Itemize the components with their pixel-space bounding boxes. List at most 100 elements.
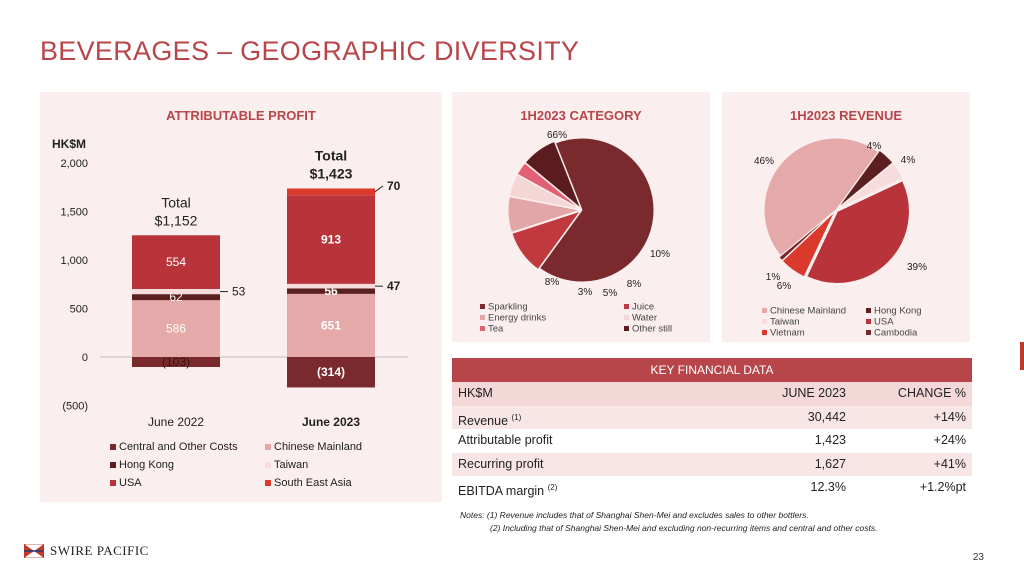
bar-segment-chinese-mainland: [287, 293, 375, 357]
pie-value-label: 66%: [547, 130, 567, 141]
bar-segment-chinese-mainland: [132, 300, 220, 357]
bar-segment-hong-kong: [132, 294, 220, 301]
bar-data-label: 47: [387, 279, 401, 293]
legend-label: Other still: [632, 324, 672, 335]
kfd-row-value: 30,442: [807, 409, 846, 424]
legend-swatch: [480, 304, 485, 309]
legend-label: Tea: [488, 324, 504, 335]
bar-segment-taiwan: [132, 289, 220, 295]
bar-segment-central-and-other-costs: [287, 357, 375, 388]
kfd-row-change: +14%: [933, 409, 966, 424]
kfd-row-recurring-profit: Recurring profit 1,627 +41%: [452, 452, 972, 476]
legend-label: Hong Kong: [119, 459, 174, 471]
legend-label: Central and Other Costs: [119, 441, 238, 453]
pie-slice-taiwan: [837, 162, 904, 210]
bar-data-label: (103): [162, 355, 190, 369]
legend-label: Chinese Mainland: [770, 306, 846, 317]
kfd-row-value: 1,423: [814, 433, 846, 447]
legend-swatch: [866, 308, 871, 313]
bar-data-label: 913: [321, 233, 341, 247]
legend-label: Cambodia: [874, 328, 918, 339]
legend-label: Energy drinks: [488, 313, 546, 324]
pie-value-label: 39%: [907, 262, 927, 273]
bar-data-label: (314): [317, 365, 345, 379]
page-title: BEVERAGES – GEOGRAPHIC DIVERSITY: [40, 36, 580, 66]
y-tick-label: 1,500: [60, 207, 88, 219]
bar-data-label: 53: [232, 285, 246, 299]
bar-segment-taiwan: [287, 283, 375, 289]
pie-value-label: 3%: [578, 287, 593, 298]
total-value: $1,423: [310, 166, 353, 182]
revenue-title: 1H2023 REVENUE: [790, 108, 902, 123]
kfd-row-value: 12.3%: [810, 480, 846, 494]
pie-value-label: 8%: [545, 277, 560, 288]
legend-swatch: [762, 308, 767, 313]
callout-line: [374, 185, 384, 193]
pie-slice-other-still: [524, 140, 582, 209]
pie-slice-chinese-mainland: [763, 137, 880, 257]
y-tick-label: (500): [62, 401, 88, 413]
kfd-title: KEY FINANCIAL DATA: [452, 358, 972, 382]
legend-swatch: [624, 326, 629, 331]
legend-swatch: [624, 315, 629, 320]
footnotes: Notes: (1) Revenue includes that of Shan…: [460, 509, 877, 535]
footnote-ref: (1): [511, 412, 522, 422]
total-value: $1,152: [155, 212, 198, 228]
bar-segment-south-east-asia: [287, 188, 375, 196]
legend-label: Juice: [632, 302, 654, 313]
pie-value-label: 1%: [766, 272, 781, 283]
legend-swatch: [480, 315, 485, 320]
legend-label: Vietnam: [770, 328, 805, 339]
revenue-pie-chart: 46% 4% 4% 39% 6%1% Chinese Mainland Hong Kong T…: [754, 137, 927, 339]
footnote-ref: (2): [547, 483, 558, 492]
legend-swatch: [866, 330, 871, 335]
category-panel: 1H2023 CATEGORY 66% 10% 8% 5% 3% 8% Sparkling J…: [452, 92, 710, 342]
legend-label: Sparkling: [488, 302, 528, 313]
kfd-header-unit: HK$M: [458, 386, 493, 400]
legend-swatch: [265, 462, 271, 468]
category-title: 1H2023 CATEGORY: [520, 108, 642, 123]
x-tick-label: June 2023: [302, 415, 360, 429]
legend-swatch: [110, 462, 116, 468]
pie-slice-tea: [516, 162, 581, 210]
pie-value-label: 4%: [867, 141, 882, 152]
kfd-row-label-text: Revenue: [458, 413, 509, 428]
kfd-header-row: HK$M JUNE 2023 CHANGE %: [452, 382, 972, 406]
kfd-header-change: CHANGE %: [897, 386, 966, 400]
y-tick-label: 0: [82, 352, 88, 364]
page-number: 23: [972, 552, 984, 563]
kfd-row-change: +24%: [933, 433, 966, 447]
pie-value-label: 6%: [777, 281, 792, 292]
pie-value-label: 4%: [901, 155, 916, 166]
bar-data-label: 586: [166, 322, 186, 336]
bar-segment-hong-kong: [287, 288, 375, 294]
y-tick-label: 500: [70, 304, 88, 316]
edge-marker: [1020, 342, 1024, 370]
legend-label: South East Asia: [274, 477, 353, 489]
legend-label: Water: [632, 313, 657, 324]
pie-value-label: 10%: [650, 249, 670, 260]
legend-swatch: [762, 319, 767, 324]
kfd-row-change: +1.2%pt: [919, 480, 966, 494]
bar-data-label: 651: [321, 318, 341, 332]
attributable-profit-title: ATTRIBUTABLE PROFIT: [166, 108, 316, 123]
pie-value-label: 8%: [627, 279, 642, 290]
y-tick-label: 1,000: [60, 255, 88, 267]
legend-swatch: [866, 319, 871, 324]
kfd-row-ebitda-margin: EBITDA margin (2) 12.3% +1.2%pt: [452, 476, 972, 500]
bar-segment-usa: [132, 235, 220, 290]
total-label: Total: [161, 194, 191, 210]
legend-label: USA: [119, 477, 142, 489]
pie-slice-juice: [511, 210, 582, 271]
pie-slice-usa: [806, 180, 910, 284]
kfd-row-label-text: EBITDA margin: [458, 484, 545, 499]
bar-data-label: 554: [166, 255, 186, 269]
legend-swatch: [624, 304, 629, 309]
bar-data-label: 70: [387, 179, 401, 193]
revenue-panel: 1H2023 REVENUE 46% 4% 4% 39% 6% 1% Chinese Mai…: [722, 92, 970, 342]
x-tick-label: June 2022: [148, 415, 204, 429]
footnote-1: Notes: (1) Revenue includes that of Shan…: [460, 510, 809, 520]
pie-slice-sparkling: [538, 137, 655, 283]
kfd-row-revenue: Revenue (1) 30,442 +14%: [452, 405, 972, 429]
